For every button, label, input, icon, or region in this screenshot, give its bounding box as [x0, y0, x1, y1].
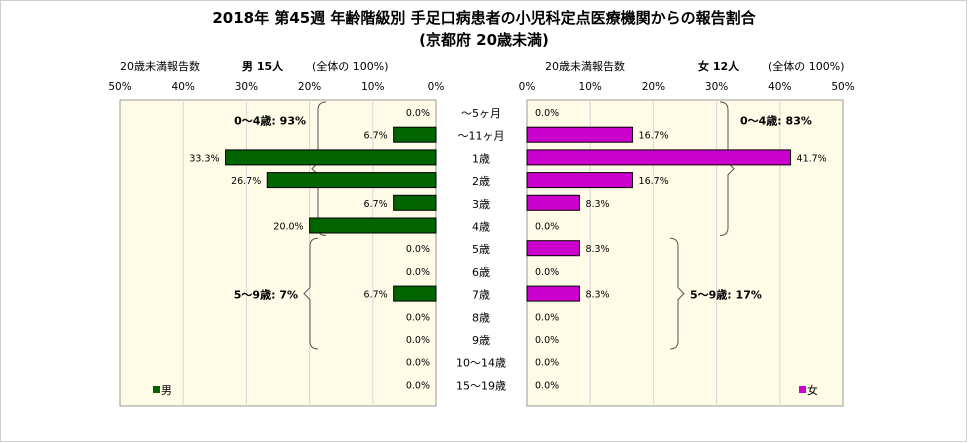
female-value-label: 41.7%	[797, 153, 827, 164]
male-group-bracket	[303, 237, 319, 350]
female-value-label: 8.3%	[585, 199, 609, 210]
male-group-label: 5～9歳: 7%	[234, 288, 298, 302]
male-value-label: 6.7%	[364, 199, 388, 210]
female-legend-label: 女	[807, 383, 818, 397]
female-value-label: 8.3%	[585, 290, 609, 301]
female-value-label: 0.0%	[535, 267, 559, 278]
female-value-label: 0.0%	[535, 108, 559, 119]
female-value-label: 16.7%	[639, 176, 669, 187]
category-label: ～5ヶ月	[461, 107, 501, 120]
female-header-total: (全体の 100%)	[768, 59, 845, 73]
female-legend-swatch	[799, 386, 806, 393]
category-label: 9歳	[472, 334, 490, 347]
male-value-label: 33.3%	[189, 153, 219, 164]
female-bar	[526, 194, 580, 211]
male-group-label: 0～4歳: 93%	[234, 114, 306, 128]
male-plot-area	[119, 99, 437, 407]
female-bar	[526, 172, 634, 189]
category-label: 3歳	[472, 198, 490, 211]
female-value-label: 0.0%	[535, 222, 559, 233]
female-tick-label: 30%	[705, 81, 728, 93]
female-group-label: 0～4歳: 83%	[740, 114, 812, 128]
male-value-label: 0.0%	[406, 312, 430, 323]
female-header-label: 20歳未満報告数	[545, 60, 625, 73]
male-value-label: 0.0%	[406, 358, 430, 369]
category-label: 2歳	[472, 175, 490, 188]
male-bar	[393, 194, 437, 211]
male-tick-label: 20%	[298, 81, 321, 93]
female-bar	[526, 285, 580, 302]
female-bar	[526, 240, 580, 257]
category-label: 1歳	[472, 152, 490, 165]
female-tick-label: 40%	[768, 81, 791, 93]
male-tick-label: 40%	[172, 81, 195, 93]
category-label: 7歳	[472, 289, 490, 302]
male-value-label: 6.7%	[364, 290, 388, 301]
female-tick-label: 0%	[519, 81, 536, 93]
male-tick-label: 30%	[235, 81, 258, 93]
male-value-label: 0.0%	[406, 244, 430, 255]
male-bar	[225, 149, 437, 166]
male-bar	[393, 126, 437, 143]
male-value-label: 6.7%	[364, 131, 388, 142]
category-label: 8歳	[472, 311, 490, 324]
male-legend-swatch	[153, 386, 160, 393]
female-value-label: 0.0%	[535, 312, 559, 323]
category-label: 15～19歳	[456, 379, 506, 392]
male-tick-label: 50%	[108, 81, 131, 93]
category-label: 5歳	[472, 243, 490, 256]
female-bar	[526, 149, 792, 166]
female-tick-label: 10%	[579, 81, 602, 93]
female-value-label: 0.0%	[535, 380, 559, 391]
female-value-label: 16.7%	[639, 131, 669, 142]
female-group-bracket	[669, 237, 685, 350]
male-bar	[266, 172, 437, 189]
male-value-label: 0.0%	[406, 108, 430, 119]
female-header-count: 女 12人	[698, 59, 740, 73]
male-value-label: 20.0%	[273, 222, 303, 233]
male-header-total: (全体の 100%)	[312, 59, 389, 73]
category-label: 4歳	[472, 221, 490, 234]
male-value-label: 0.0%	[406, 380, 430, 391]
female-bar	[526, 126, 634, 143]
chart-title: 2018年 第45週 年齢階級別 手足口病患者の小児科定点医療機関からの報告割合	[212, 9, 756, 27]
female-group-bracket	[719, 101, 735, 236]
chart-subtitle: (京都府 20歳未満)	[419, 31, 549, 49]
female-group-label: 5～9歳: 17%	[690, 288, 762, 302]
male-bar	[393, 285, 437, 302]
male-value-label: 0.0%	[406, 267, 430, 278]
male-value-label: 0.0%	[406, 335, 430, 346]
male-tick-label: 10%	[361, 81, 384, 93]
category-label: ～11ヶ月	[458, 130, 505, 143]
female-value-label: 8.3%	[585, 244, 609, 255]
male-bar	[309, 217, 437, 234]
male-group-bracket	[311, 101, 327, 236]
male-header-count: 男 15人	[242, 59, 284, 73]
female-tick-label: 20%	[642, 81, 665, 93]
male-value-label: 26.7%	[231, 176, 261, 187]
male-header-label: 20歳未満報告数	[120, 60, 200, 73]
category-label: 6歳	[472, 266, 490, 279]
female-value-label: 0.0%	[535, 358, 559, 369]
bars	[225, 126, 792, 302]
labels: 0% 10% 20% 30% 40% 50% 0.0% 6.7% 33.3% 26.7% 6.7% 2…	[108, 81, 854, 392]
male-legend-label: 男	[161, 384, 172, 397]
female-tick-label: 50%	[831, 81, 854, 93]
male-tick-label: 0%	[428, 81, 445, 93]
category-label: 10～14歳	[456, 357, 506, 370]
gridlines	[182, 100, 781, 406]
female-value-label: 0.0%	[535, 335, 559, 346]
